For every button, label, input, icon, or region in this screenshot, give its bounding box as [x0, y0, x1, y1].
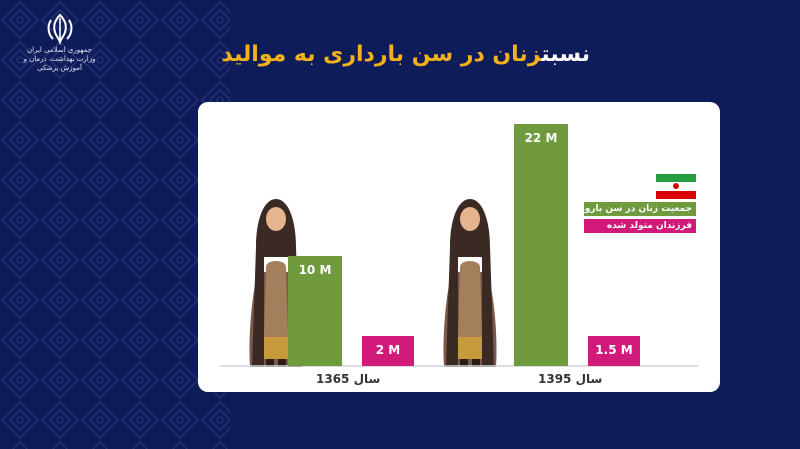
- logo-text-line1: جمهوری اسلامی ایران: [27, 46, 92, 54]
- iran-flag-icon: [656, 174, 696, 199]
- bar-women-1: [514, 124, 568, 366]
- chart-card: 10 M 2 M 22 M 1.5 M سال 1365 سال 1395: [198, 102, 720, 392]
- x-tick-label-1365: سال 1365: [316, 372, 381, 386]
- data-label-births-1: 1.5 M: [595, 343, 632, 357]
- woman-illustration-1395: [443, 199, 497, 367]
- logo-text-line2: وزارت بهداشت، درمان و آموزش پزشکی: [23, 55, 96, 72]
- bar-births-1: [588, 336, 640, 366]
- background-pattern: [0, 0, 230, 449]
- chart-legend: جمعیت زنان در سن باروری فرزندان متولد شد…: [571, 174, 696, 236]
- page-title: نسبتزنان در سن بارداری به موالید: [221, 42, 590, 67]
- legend-item-births: فرزندان متولد شده: [584, 219, 696, 233]
- title-white-part: نسبت: [541, 42, 590, 67]
- ministry-logo: جمهوری اسلامی ایران وزارت بهداشت، درمان …: [12, 12, 107, 82]
- title-yellow-part: زنان در سن بارداری به موالید: [221, 42, 542, 67]
- data-label-women-1: 22 M: [525, 131, 558, 145]
- bar-women-0: [288, 256, 342, 366]
- emblem-icon: [47, 13, 72, 46]
- bar-births-0: [362, 336, 414, 366]
- data-label-births-0: 2 M: [376, 343, 400, 357]
- chart-canvas: 10 M 2 M 22 M 1.5 M: [220, 124, 698, 367]
- data-label-women-0: 10 M: [299, 263, 332, 277]
- x-tick-label-1395: سال 1395: [538, 372, 603, 386]
- legend-item-women: جمعیت زنان در سن باروری: [571, 202, 696, 216]
